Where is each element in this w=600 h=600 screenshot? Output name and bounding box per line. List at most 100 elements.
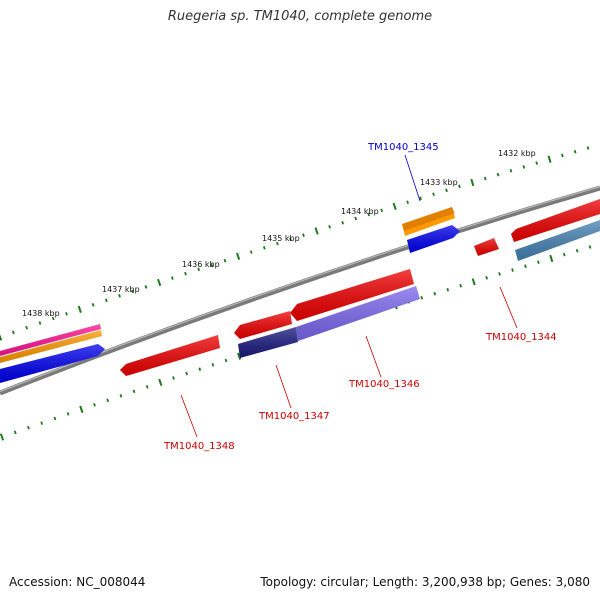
minor-tick <box>380 208 384 213</box>
leader-line-1344 <box>499 286 518 329</box>
minor-tick <box>66 412 70 416</box>
feature-left-magenta[interactable] <box>0 324 101 356</box>
major-tick <box>236 252 241 261</box>
minor-tick <box>172 376 175 380</box>
minor-tick <box>328 225 331 229</box>
major-tick <box>157 278 162 287</box>
major-tick <box>237 352 242 360</box>
minor-tick <box>91 302 95 307</box>
major-tick <box>471 278 476 286</box>
minor-tick <box>184 271 187 276</box>
major-tick <box>158 378 163 387</box>
tick-label-1434: 1434 kbp <box>341 207 379 216</box>
feature-left-blue[interactable] <box>0 344 105 383</box>
minor-tick <box>13 430 17 435</box>
minor-tick <box>458 184 461 189</box>
minor-tick <box>249 250 253 254</box>
minor-tick <box>211 363 215 367</box>
major-tick <box>0 433 5 441</box>
minor-tick <box>511 268 514 272</box>
major-tick <box>0 334 3 341</box>
map-title: Ruegeria sp. TM1040, complete genome <box>167 9 433 24</box>
minor-tick <box>53 416 57 421</box>
minor-tick <box>198 367 202 371</box>
minor-tick <box>223 258 227 263</box>
leader-line-1348 <box>180 394 198 438</box>
minor-tick <box>65 312 68 316</box>
minor-tick <box>25 325 29 330</box>
leader-line-1345 <box>404 154 421 202</box>
minor-tick <box>459 283 463 288</box>
minor-tick <box>419 196 422 201</box>
minor-tick <box>185 371 189 376</box>
gene-label-tm1040-1345[interactable]: TM1040_1345 <box>367 142 439 153</box>
tick-label-1435: 1435 kbp <box>262 234 300 243</box>
tick-label-1438: 1438 kbp <box>22 309 60 318</box>
tick-label-1436: 1436 kbp <box>182 260 220 269</box>
gene-tm1040-1346-purple[interactable] <box>296 286 420 341</box>
major-tick <box>392 202 397 210</box>
gene-tm1040-1345-orange[interactable] <box>402 207 455 236</box>
minor-tick <box>535 161 539 165</box>
gene-tm1040-1344-steel[interactable] <box>515 220 600 261</box>
major-tick <box>470 178 475 187</box>
minor-tick <box>289 237 292 242</box>
minor-tick <box>276 241 279 246</box>
minor-tick <box>93 403 96 407</box>
gene-tm1040-1347-red[interactable] <box>234 311 292 339</box>
major-tick <box>547 155 552 163</box>
accession-text: Accession: NC_008044 <box>9 575 146 589</box>
minor-tick <box>432 192 435 197</box>
gene-tm1040-1346-red[interactable] <box>290 269 414 321</box>
feature-small-red[interactable] <box>474 238 499 256</box>
minor-tick <box>132 389 136 394</box>
gene-label-tm1040-1346[interactable]: TM1040_1346 <box>348 379 420 390</box>
minor-tick <box>38 321 42 325</box>
minor-tick <box>445 188 448 193</box>
gene-tm1040-1345-blue[interactable] <box>407 225 460 253</box>
minor-tick <box>11 330 15 335</box>
major-tick <box>549 254 554 263</box>
minor-tick <box>498 272 501 276</box>
feature-left-orange[interactable] <box>0 330 102 363</box>
gene-label-tm1040-1344[interactable]: TM1040_1344 <box>485 332 557 343</box>
minor-tick <box>537 260 540 265</box>
minor-tick <box>524 264 527 268</box>
minor-tick <box>483 176 487 181</box>
minor-tick <box>144 285 148 289</box>
minor-tick <box>302 233 305 237</box>
minor-tick <box>40 421 44 425</box>
genome-summary-text: Topology: circular; Length: 3,200,938 bp… <box>260 575 590 589</box>
minor-tick <box>588 245 592 249</box>
gene-label-tm1040-1347[interactable]: TM1040_1347 <box>258 411 330 422</box>
minor-tick <box>210 263 214 267</box>
minor-tick <box>522 165 526 169</box>
minor-tick <box>586 146 590 150</box>
gene-label-tm1040-1348[interactable]: TM1040_1348 <box>163 441 235 452</box>
leader-line-1346 <box>365 335 382 378</box>
minor-tick <box>145 385 149 389</box>
minor-tick <box>496 172 500 177</box>
minor-tick <box>119 394 123 398</box>
minor-tick <box>106 398 110 403</box>
minor-tick <box>341 220 344 225</box>
minor-tick <box>561 153 564 158</box>
leader-line-1347 <box>275 364 292 409</box>
minor-tick <box>509 168 513 173</box>
major-tick <box>79 405 84 414</box>
minor-tick <box>224 358 228 363</box>
tick-label-1433: 1433 kbp <box>420 178 458 187</box>
minor-tick <box>118 294 121 298</box>
gene-tm1040-1347-navy[interactable] <box>238 327 298 358</box>
minor-tick <box>51 316 55 321</box>
tick-label-1437: 1437 kbp <box>102 285 140 294</box>
gene-tm1040-1348[interactable] <box>120 335 220 376</box>
minor-tick <box>104 298 108 303</box>
gene-tm1040-1344-red[interactable] <box>511 199 600 242</box>
major-tick <box>314 227 319 235</box>
minor-tick <box>446 287 450 292</box>
minor-tick <box>262 246 266 250</box>
upper-scale-ticks <box>0 146 590 341</box>
